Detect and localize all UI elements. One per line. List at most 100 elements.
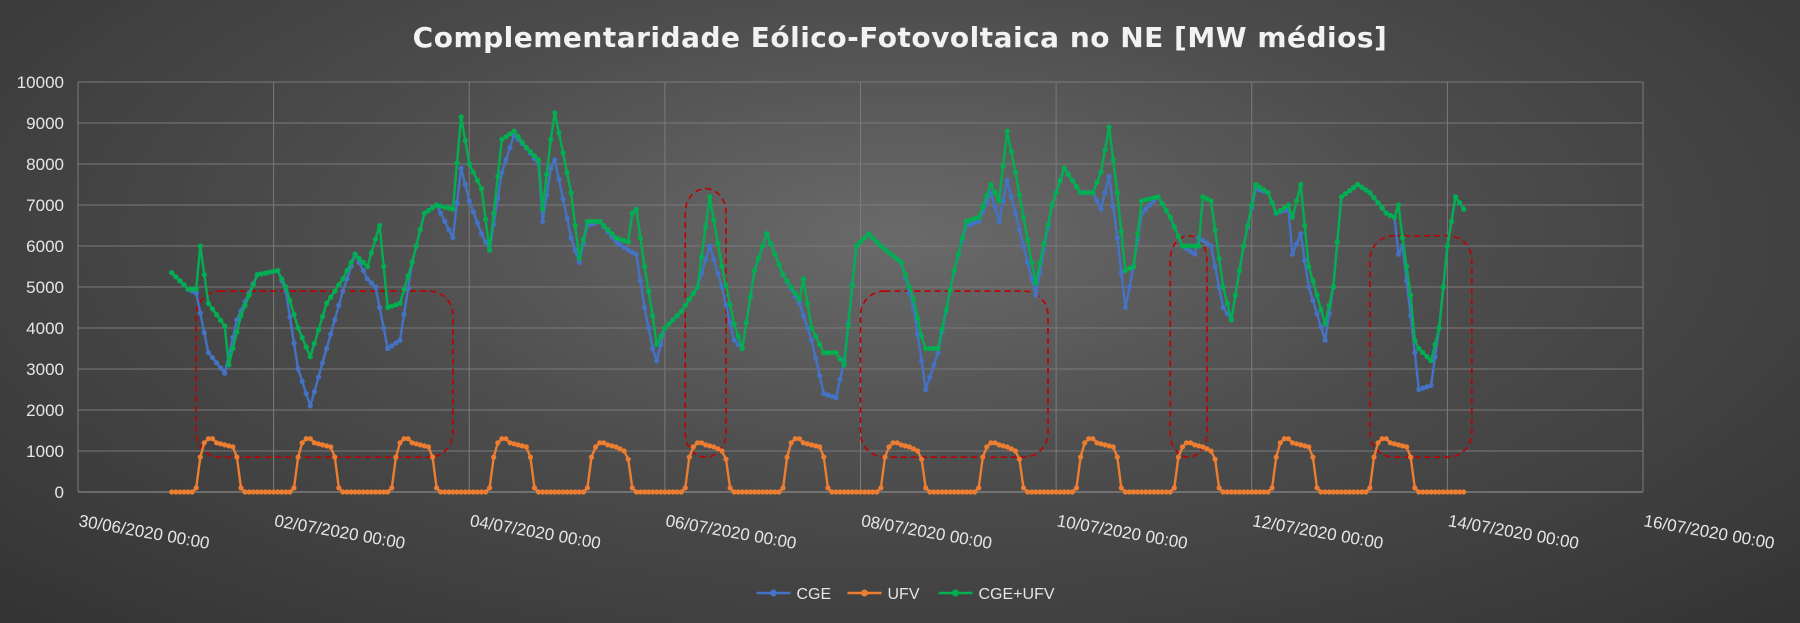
data-point [393,302,399,308]
data-point [943,307,949,313]
data-point [601,222,607,229]
series-layer [169,110,1467,495]
data-point [760,489,766,495]
data-point [470,209,476,215]
legend-swatch-marker [861,589,868,597]
data-point [894,440,900,446]
data-point [764,231,770,237]
data-point [222,323,228,329]
data-point [919,333,925,339]
data-point [1102,442,1108,448]
data-point [678,309,684,315]
data-point [540,489,546,495]
data-point [454,160,460,166]
data-point [560,196,566,202]
data-point [279,489,285,495]
data-point [1110,204,1116,210]
data-point [654,358,660,364]
data-point [271,489,277,495]
data-point [356,489,362,495]
data-point [446,227,452,233]
x-axis: 30/06/2020 00:00 02/07/2020 00:00 04/07/20… [77,511,1776,553]
data-point [841,362,847,368]
data-point [666,321,672,327]
data-point [719,448,725,454]
data-point [1428,358,1434,364]
data-point [519,139,525,145]
legend-item-ufv: UFV [847,586,920,603]
data-point [637,489,644,495]
data-point [454,200,460,206]
data-point [670,317,676,323]
data-point [1004,128,1010,134]
data-point [817,373,823,379]
data-point [593,444,599,450]
data-point [1106,173,1112,179]
data-point [723,283,729,289]
data-point [487,485,493,491]
data-point [1416,345,1422,352]
y-tick-label: 6000 [26,237,64,256]
data-point [401,436,407,442]
y-axis: 0 1000 2000 3000 4000 5000 6000 7000 8000 9000 100… [17,73,64,502]
data-point [1326,489,1332,495]
data-point [556,489,562,495]
data-point [597,440,603,446]
data-point [723,456,729,462]
data-point [776,261,782,267]
data-point [629,210,635,216]
data-point [234,317,240,323]
data-point [988,190,994,196]
data-point [303,344,309,350]
data-point [552,157,558,163]
data-point [576,255,582,261]
data-point [772,251,778,257]
data-point [1355,489,1361,495]
data-point [340,489,346,495]
data-point [939,326,945,332]
y-tick-label: 0 [55,483,64,502]
data-point [959,235,966,241]
data-point [1196,443,1202,449]
data-point [1196,243,1202,249]
data-point [1135,489,1141,495]
data-point [1428,489,1434,495]
data-point [1436,489,1442,495]
data-point [1000,443,1006,449]
data-point [511,441,517,447]
data-point [197,243,203,249]
data-point [878,485,884,491]
data-point [205,350,211,356]
data-point [446,205,452,211]
data-point [499,136,505,142]
data-point [1314,292,1320,298]
data-point [1391,441,1397,447]
data-point [711,444,717,450]
data-point [1448,489,1455,495]
data-point [629,485,635,491]
data-point [1224,300,1230,306]
data-point [515,442,521,448]
data-point [478,231,485,237]
data-point [1432,341,1438,347]
data-point [967,489,974,495]
data-point [421,443,427,449]
data-point [377,304,383,311]
data-point [898,259,904,265]
data-point [1448,218,1455,224]
data-point [307,354,313,360]
data-point [560,150,566,156]
data-point [230,345,236,352]
data-point [1289,214,1296,220]
data-point [393,454,399,460]
data-point [1371,454,1377,460]
data-point [1363,489,1369,495]
data-point [1159,201,1165,207]
data-point [1151,195,1157,201]
data-point [328,331,334,337]
data-point [262,489,269,495]
data-point [727,319,733,326]
data-point [409,259,415,265]
data-point [605,442,611,448]
